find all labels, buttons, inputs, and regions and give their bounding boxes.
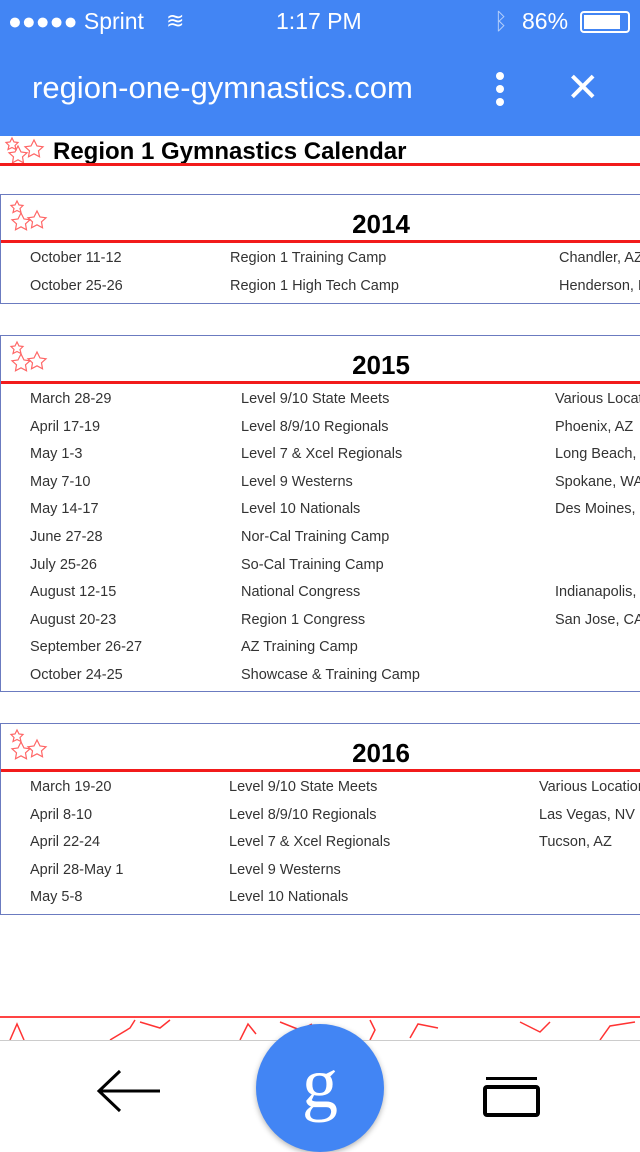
event-name: So-Cal Training Camp: [241, 556, 384, 573]
stars-icon: [4, 136, 45, 164]
event-date: October 24-25: [30, 667, 123, 683]
event-name: Showcase & Training Camp: [241, 667, 420, 683]
event-location: Various Locat: [555, 391, 640, 407]
close-icon[interactable]: ✕: [566, 66, 600, 110]
event-name: AZ Training Camp: [241, 639, 358, 656]
table-row: June 27-28 Nor-Cal Training Camp: [1, 529, 640, 556]
table-row: April 8-10 Level 8/9/10 Regionals Las Vega…: [1, 807, 640, 834]
table-row: May 7-10 Level 9 Westerns Spokane, WA: [1, 474, 640, 501]
stars-icon: [9, 199, 48, 231]
table-row: May 5-8 Level 10 Nationals: [1, 889, 640, 916]
table-row: May 14-17 Level 10 Nationals Des Moines, I: [1, 501, 640, 528]
event-location: Long Beach,: [555, 446, 637, 463]
table-row: October 11-12 Region 1 Training Camp Chand…: [1, 250, 640, 277]
event-location: Des Moines, I: [555, 501, 640, 518]
year-section: 2014 October 11-12 Region 1 Training Camp…: [0, 194, 640, 304]
event-name: Region 1 Congress: [241, 611, 366, 628]
event-location: Tucson, AZ: [539, 834, 612, 851]
event-date: July 25-26: [30, 556, 97, 573]
event-date: April 8-10: [30, 806, 93, 823]
event-name: Level 10 Nationals: [229, 889, 349, 906]
event-date: May 7-10: [30, 473, 91, 490]
table-row: March 19-20 Level 9/10 State Meets Various…: [1, 779, 640, 806]
event-location: Spokane, WA: [555, 473, 640, 490]
browser-header: ●●●●● Sprint ≋ 1:17 PM ᛒ 86% region-one-…: [0, 0, 640, 136]
year-heading: 2016: [352, 738, 410, 768]
event-date: April 28-May 1: [30, 861, 124, 878]
divider: [1, 769, 640, 772]
year-heading: 2015: [352, 350, 410, 380]
table-row: April 22-24 Level 7 & Xcel Regionals Tucso…: [1, 834, 640, 861]
back-arrow-icon[interactable]: [96, 1069, 162, 1113]
event-date: June 27-28: [30, 529, 103, 545]
event-name: Level 7 & Xcel Regionals: [229, 834, 391, 851]
event-date: October 11-12: [30, 250, 122, 266]
divider: [1, 381, 640, 384]
table-row: August 20-23 Region 1 Congress San Jose, C…: [1, 612, 640, 639]
event-name: Level 9/10 State Meets: [241, 391, 390, 407]
event-name: Level 9 Westerns: [241, 473, 353, 490]
table-row: March 28-29 Level 9/10 State Meets Various…: [1, 391, 640, 418]
table-row: May 1-3 Level 7 & Xcel Regionals Long Beac…: [1, 446, 640, 473]
year-section: 2015 March 28-29 Level 9/10 State Meets Va…: [0, 335, 640, 692]
event-date: May 1-3: [30, 446, 83, 463]
event-location: San Jose, CA: [555, 611, 640, 628]
stars-icon: [9, 728, 48, 760]
carrier: ●●●●● Sprint: [8, 8, 144, 34]
clock: 1:17 PM: [276, 8, 362, 34]
event-location: Phoenix, AZ: [555, 418, 634, 435]
event-date: August 20-23: [30, 611, 117, 628]
event-name: Nor-Cal Training Camp: [241, 529, 390, 545]
status-bar: ●●●●● Sprint ≋ 1:17 PM ᛒ 86%: [0, 6, 640, 36]
event-name: Level 9 Westerns: [229, 861, 341, 878]
table-row: August 12-15 National Congress Indianapoli…: [1, 584, 640, 611]
event-date: March 19-20: [30, 779, 112, 795]
event-location: Las Vegas, NV: [539, 806, 635, 823]
bluetooth-icon: ᛒ: [494, 8, 508, 34]
event-date: August 12-15: [30, 584, 117, 601]
event-date: September 26-27: [30, 639, 143, 656]
page-content: Region 1 Gymnastics Calendar 2014 Octobe…: [0, 136, 640, 1040]
battery-percent: 86%: [522, 8, 569, 34]
event-date: March 28-29: [30, 391, 112, 407]
event-name: National Congress: [241, 584, 361, 601]
table-row: October 24-25 Showcase & Training Camp: [1, 667, 640, 694]
event-name: Level 8/9/10 Regionals: [229, 806, 377, 823]
event-date: May 14-17: [30, 501, 99, 518]
event-name: Level 7 & Xcel Regionals: [241, 446, 403, 463]
tabs-icon[interactable]: [482, 1077, 542, 1119]
event-name: Region 1 High Tech Camp: [230, 277, 399, 294]
event-name: Level 10 Nationals: [241, 501, 361, 518]
event-location: Various Location: [539, 779, 640, 795]
table-row: April 17-19 Level 8/9/10 Regionals Phoenix…: [1, 419, 640, 446]
url-text[interactable]: region-one-gymnastics.com: [32, 70, 413, 105]
divider: [0, 163, 640, 166]
event-date: April 22-24: [30, 834, 101, 851]
stars-icon: [9, 340, 48, 372]
event-date: May 5-8: [30, 889, 83, 906]
wifi-icon: ≋: [166, 8, 185, 33]
year-heading: 2014: [352, 209, 410, 239]
table-row: July 25-26 So-Cal Training Camp: [1, 557, 640, 584]
event-location: Henderson, N: [559, 277, 640, 294]
event-date: October 25-26: [30, 277, 123, 294]
more-menu-icon[interactable]: [490, 72, 510, 106]
year-section: 2016 March 19-20 Level 9/10 State Meets Va…: [0, 723, 640, 915]
event-name: Level 9/10 State Meets: [229, 779, 378, 795]
page-title: Region 1 Gymnastics Calendar: [53, 138, 407, 165]
divider: [1, 240, 640, 243]
event-location: Indianapolis, I: [555, 584, 640, 601]
battery-icon: [580, 11, 630, 33]
event-name: Region 1 Training Camp: [230, 250, 387, 266]
event-name: Level 8/9/10 Regionals: [241, 418, 389, 435]
table-row: April 28-May 1 Level 9 Westerns: [1, 862, 640, 889]
table-row: October 25-26 Region 1 High Tech Camp Hend…: [1, 278, 640, 305]
event-location: Chandler, AZ: [559, 250, 640, 266]
table-row: September 26-27 AZ Training Camp: [1, 639, 640, 666]
google-search-button[interactable]: g: [256, 1024, 384, 1152]
event-date: April 17-19: [30, 418, 101, 435]
